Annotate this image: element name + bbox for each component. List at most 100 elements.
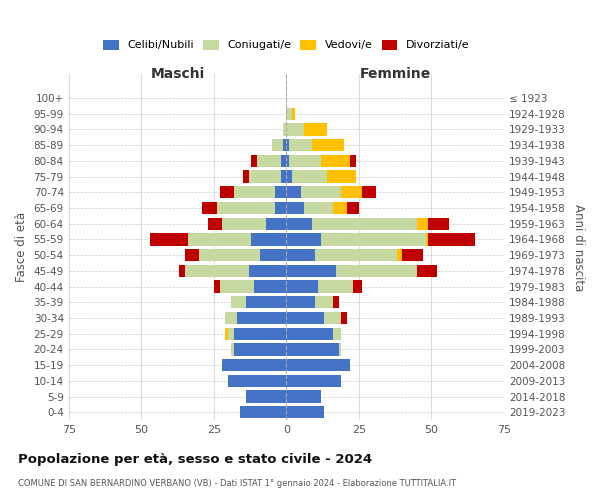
Legend: Celibi/Nubili, Coniugati/e, Vedovi/e, Divorziati/e: Celibi/Nubili, Coniugati/e, Vedovi/e, Di… (98, 35, 474, 55)
Bar (272, 139, 283, 151)
Bar (286, 359, 350, 372)
Bar (417, 265, 437, 277)
Bar (245, 390, 286, 402)
Bar (275, 186, 286, 198)
Bar (341, 186, 362, 198)
Bar (179, 265, 185, 277)
Bar (281, 155, 286, 167)
Bar (220, 280, 254, 292)
Bar (335, 265, 417, 277)
Y-axis label: Anni di nascita: Anni di nascita (572, 204, 585, 291)
Bar (316, 249, 397, 262)
Bar (286, 108, 292, 120)
Bar (301, 186, 341, 198)
Bar (286, 265, 335, 277)
Bar (338, 344, 341, 355)
Bar (234, 186, 275, 198)
Bar (208, 218, 223, 230)
Bar (185, 249, 199, 262)
Bar (228, 374, 286, 387)
Bar (417, 218, 428, 230)
Text: Femmine: Femmine (359, 67, 431, 81)
Bar (324, 312, 341, 324)
Bar (150, 234, 188, 245)
Bar (353, 280, 362, 292)
Bar (397, 249, 403, 262)
Bar (231, 344, 234, 355)
Bar (286, 186, 301, 198)
Bar (292, 170, 327, 182)
Bar (217, 202, 275, 214)
Bar (286, 249, 316, 262)
Bar (185, 265, 248, 277)
Bar (220, 186, 234, 198)
Bar (333, 202, 347, 214)
Bar (228, 328, 234, 340)
Bar (286, 280, 318, 292)
Bar (286, 155, 289, 167)
Bar (362, 186, 376, 198)
Bar (428, 218, 449, 230)
Bar (248, 265, 286, 277)
Bar (350, 155, 356, 167)
Bar (286, 406, 324, 418)
Bar (286, 374, 341, 387)
Bar (333, 328, 341, 340)
Bar (251, 155, 257, 167)
Bar (237, 312, 286, 324)
Bar (333, 296, 338, 308)
Text: Maschi: Maschi (151, 67, 205, 81)
Bar (313, 139, 344, 151)
Bar (223, 218, 266, 230)
Text: COMUNE DI SAN BERNARDINO VERBANO (VB) - Dati ISTAT 1° gennaio 2024 - Elaborazion: COMUNE DI SAN BERNARDINO VERBANO (VB) - … (18, 478, 456, 488)
Bar (248, 170, 281, 182)
Bar (188, 234, 251, 245)
Bar (286, 202, 304, 214)
Bar (286, 312, 324, 324)
Bar (243, 170, 248, 182)
Y-axis label: Fasce di età: Fasce di età (15, 212, 28, 282)
Bar (286, 218, 313, 230)
Bar (425, 234, 428, 245)
Bar (289, 139, 313, 151)
Bar (226, 328, 228, 340)
Bar (286, 390, 321, 402)
Bar (286, 139, 289, 151)
Bar (347, 202, 359, 214)
Bar (283, 124, 286, 136)
Bar (286, 328, 333, 340)
Text: Popolazione per età, sesso e stato civile - 2024: Popolazione per età, sesso e stato civil… (18, 452, 372, 466)
Bar (260, 249, 286, 262)
Bar (313, 218, 417, 230)
Bar (275, 202, 286, 214)
Bar (292, 108, 295, 120)
Bar (257, 155, 281, 167)
Bar (428, 234, 475, 245)
Bar (281, 170, 286, 182)
Bar (245, 296, 286, 308)
Bar (226, 312, 237, 324)
Bar (240, 406, 286, 418)
Bar (318, 280, 353, 292)
Bar (286, 170, 292, 182)
Bar (234, 344, 286, 355)
Bar (251, 234, 286, 245)
Bar (327, 170, 356, 182)
Bar (266, 218, 286, 230)
Bar (341, 312, 347, 324)
Bar (286, 296, 316, 308)
Bar (199, 249, 260, 262)
Bar (286, 234, 321, 245)
Bar (231, 296, 245, 308)
Bar (321, 234, 425, 245)
Bar (304, 124, 327, 136)
Bar (289, 155, 321, 167)
Bar (321, 155, 350, 167)
Bar (316, 296, 333, 308)
Bar (214, 280, 220, 292)
Bar (403, 249, 422, 262)
Bar (234, 328, 286, 340)
Bar (254, 280, 286, 292)
Bar (223, 359, 286, 372)
Bar (286, 344, 338, 355)
